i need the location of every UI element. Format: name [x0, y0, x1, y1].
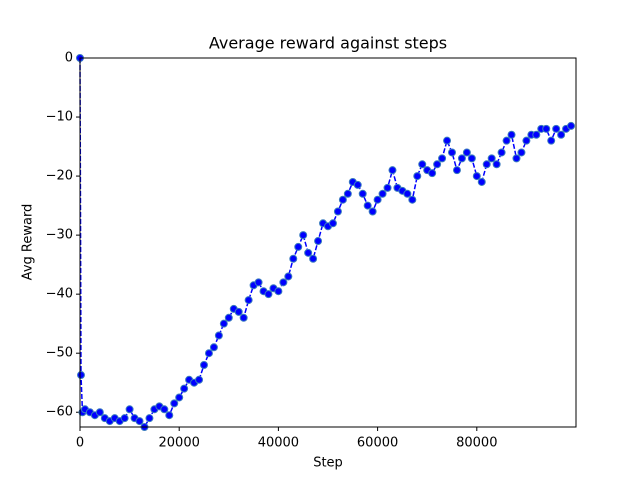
data-point: [373, 195, 382, 204]
data-point: [264, 290, 273, 299]
data-point: [507, 130, 516, 139]
data-point: [517, 148, 526, 157]
data-point: [299, 231, 308, 240]
data-point: [497, 148, 506, 157]
plot-frame: [79, 57, 577, 428]
data-point: [452, 166, 461, 175]
data-point: [284, 272, 293, 281]
data-point: [502, 136, 511, 145]
data-point: [224, 313, 233, 322]
data-point: [165, 411, 174, 420]
data-point: [443, 136, 452, 145]
data-point: [333, 207, 342, 216]
data-point: [125, 405, 134, 414]
y-tick-label: −40: [46, 287, 73, 302]
data-point: [244, 296, 253, 305]
data-point: [567, 121, 576, 130]
data-point: [368, 207, 377, 216]
data-point: [547, 136, 556, 145]
data-point: [195, 375, 204, 384]
y-tick-label: −20: [46, 169, 73, 184]
data-point: [343, 189, 352, 198]
data-point: [95, 408, 104, 417]
data-point: [239, 313, 248, 322]
x-tick-label: 40000: [258, 436, 299, 451]
data-point: [200, 361, 208, 370]
data-point: [557, 130, 566, 139]
data-point: [204, 349, 213, 358]
data-point: [388, 166, 397, 175]
data-point: [487, 154, 496, 163]
data-point: [209, 343, 218, 352]
data-point: [145, 414, 154, 423]
data-point: [542, 124, 551, 133]
data-point: [492, 160, 501, 169]
data-point: [403, 189, 412, 198]
data-point: [383, 183, 392, 192]
data-point: [294, 242, 303, 251]
x-tick-label: 60000: [357, 436, 398, 451]
data-point: [274, 287, 283, 296]
data-point: [363, 201, 372, 210]
data-point: [135, 417, 144, 426]
data-point: [328, 219, 337, 228]
data-point: [472, 172, 481, 181]
y-tick-label: −30: [46, 228, 73, 243]
y-tick-label: 0: [65, 51, 73, 66]
data-point: [180, 384, 189, 393]
data-point: [428, 169, 437, 178]
data-point: [353, 180, 362, 189]
data-point: [175, 393, 184, 402]
data-point: [552, 124, 561, 133]
chart-title: Average reward against steps: [209, 34, 447, 53]
data-point: [433, 160, 442, 169]
data-point: [477, 177, 486, 186]
x-tick-label: 0: [76, 436, 84, 451]
data-point: [448, 148, 456, 157]
data-point: [309, 254, 318, 263]
data-point: [219, 319, 228, 328]
data-point: [482, 160, 491, 169]
data-point: [457, 154, 466, 163]
data-point: [512, 154, 521, 163]
data-point: [120, 414, 129, 423]
data-point: [418, 160, 427, 169]
data-point: [279, 278, 288, 287]
x-tick-label: 80000: [456, 436, 497, 451]
x-axis-label: Step: [313, 456, 343, 471]
data-point: [378, 189, 387, 198]
data-point: [289, 254, 298, 263]
data-point: [467, 154, 476, 163]
data-point: [358, 189, 367, 198]
data-point: [160, 405, 169, 414]
data-point: [170, 399, 179, 408]
y-tick-label: −60: [46, 405, 73, 420]
data-point: [314, 237, 323, 246]
data-point: [338, 195, 347, 204]
data-point: [408, 195, 417, 204]
data-point: [76, 371, 85, 380]
data-point: [438, 154, 447, 163]
data-point: [214, 331, 223, 340]
data-point: [532, 130, 541, 139]
data-point: [304, 248, 313, 257]
data-point: [462, 148, 471, 157]
y-tick-label: −10: [46, 110, 73, 125]
data-point: [234, 307, 243, 316]
x-tick-label: 20000: [159, 436, 200, 451]
y-tick-label: −50: [46, 346, 73, 361]
y-axis-label: Avg Reward: [21, 204, 36, 281]
data-point: [522, 136, 531, 145]
data-point: [413, 172, 422, 181]
data-point: [254, 278, 263, 287]
